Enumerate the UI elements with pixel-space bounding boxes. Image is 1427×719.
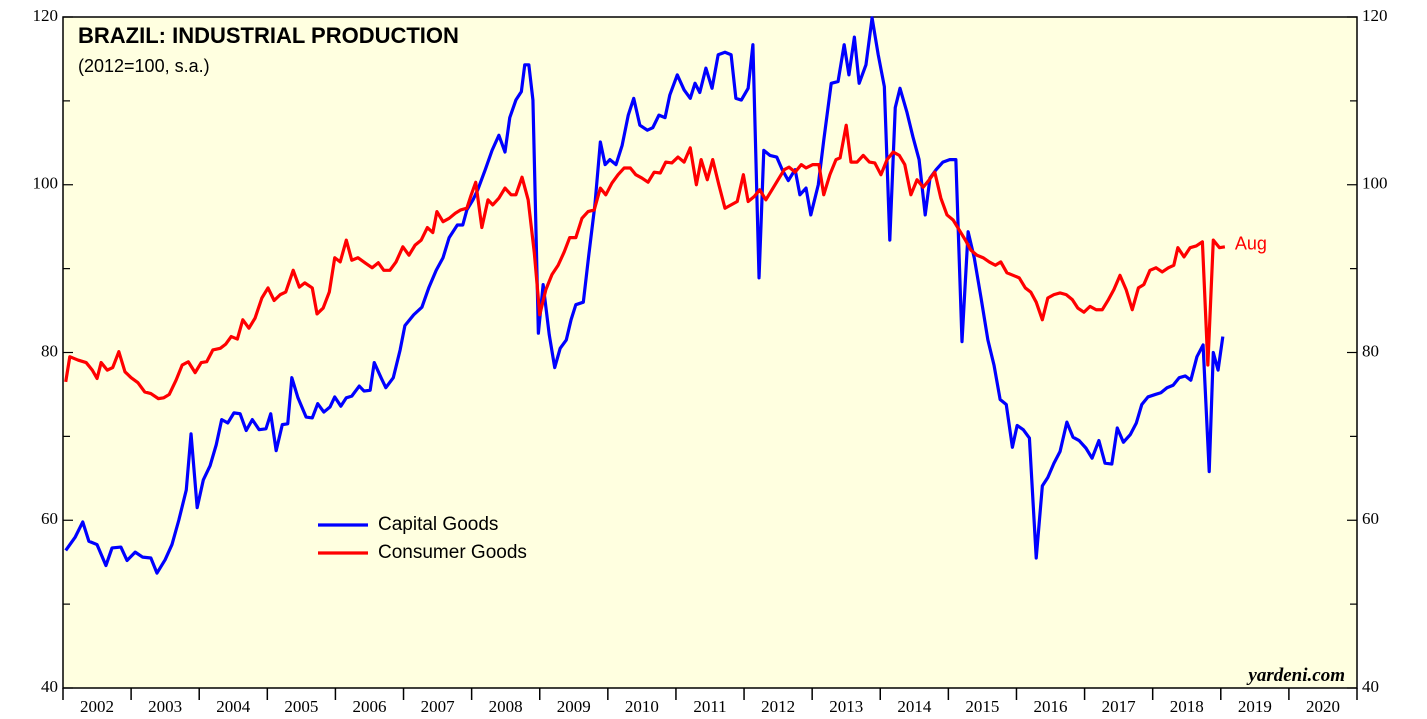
x-tick-label: 2007	[421, 697, 456, 716]
series-line	[64, 123, 1226, 401]
y2-tick-label: 80	[1362, 341, 1379, 360]
x-tick-label: 2013	[829, 697, 863, 716]
watermark: yardeni.com	[1246, 665, 1345, 686]
x-tick-label: 2015	[965, 697, 999, 716]
x-tick-label: 2003	[148, 697, 182, 716]
y2-tick-label: 100	[1362, 174, 1388, 193]
annotation: Aug	[1235, 234, 1267, 254]
chart-subtitle: (2012=100, s.a.)	[78, 56, 210, 76]
y-tick-label: 100	[33, 174, 59, 193]
y-tick-label: 80	[41, 341, 58, 360]
x-tick-label: 2004	[216, 697, 251, 716]
x-tick-label: 2012	[761, 697, 795, 716]
chart-title: BRAZIL: INDUSTRIAL PRODUCTION	[78, 23, 459, 48]
x-tick-label: 2002	[80, 697, 114, 716]
x-tick-label: 2006	[352, 697, 386, 716]
plot-area	[62, 16, 1358, 689]
y-tick-label: 60	[41, 509, 58, 528]
x-tick-label: 2019	[1238, 697, 1272, 716]
y2-tick-label: 40	[1362, 677, 1379, 696]
x-tick-label: 2009	[557, 697, 591, 716]
y2-tick-label: 120	[1362, 6, 1388, 25]
x-tick-label: 2017	[1102, 697, 1137, 716]
y-tick-label: 120	[33, 6, 59, 25]
x-tick-label: 2011	[693, 697, 726, 716]
y-tick-label: 40	[41, 677, 58, 696]
y2-tick-label: 60	[1362, 509, 1379, 528]
x-tick-label: 2014	[897, 697, 932, 716]
legend-label: Consumer Goods	[378, 542, 527, 563]
x-tick-label: 2005	[284, 697, 318, 716]
x-tick-label: 2008	[489, 697, 523, 716]
x-tick-label: 2020	[1306, 697, 1340, 716]
x-tick-label: 2018	[1170, 697, 1204, 716]
series-line	[64, 16, 1225, 575]
x-tick-label: 2010	[625, 697, 659, 716]
x-tick-label: 2016	[1034, 697, 1068, 716]
legend-label: Capital Goods	[378, 514, 498, 535]
